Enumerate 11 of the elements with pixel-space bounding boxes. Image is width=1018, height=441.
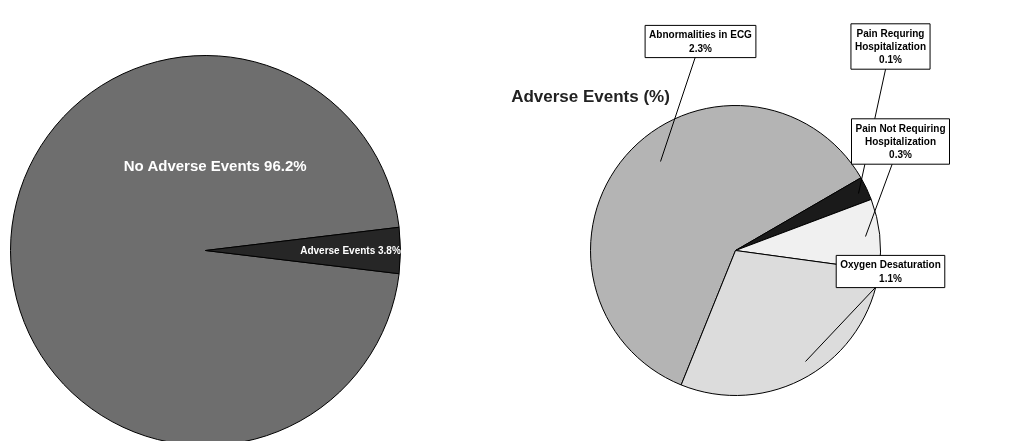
slice-label: Oxygen Desaturation xyxy=(840,259,941,271)
slice-label: Pain Requring Hospitalization xyxy=(854,27,927,52)
text: Adverse Events (%) xyxy=(511,87,670,106)
data-label: 1.1% xyxy=(879,272,902,284)
slice-label: No Adverse Events 96.2% xyxy=(123,157,307,174)
data-label: 0.3% xyxy=(889,149,912,161)
slice-label: Adverse Events 3.8% xyxy=(300,245,401,256)
data-label: 2.3% xyxy=(689,42,712,54)
slice-label: Pain Not Requiring Hospitalization xyxy=(855,122,946,147)
slice-label: Abnormalities in ECG xyxy=(649,29,753,41)
data-label: 0.1% xyxy=(879,54,902,66)
